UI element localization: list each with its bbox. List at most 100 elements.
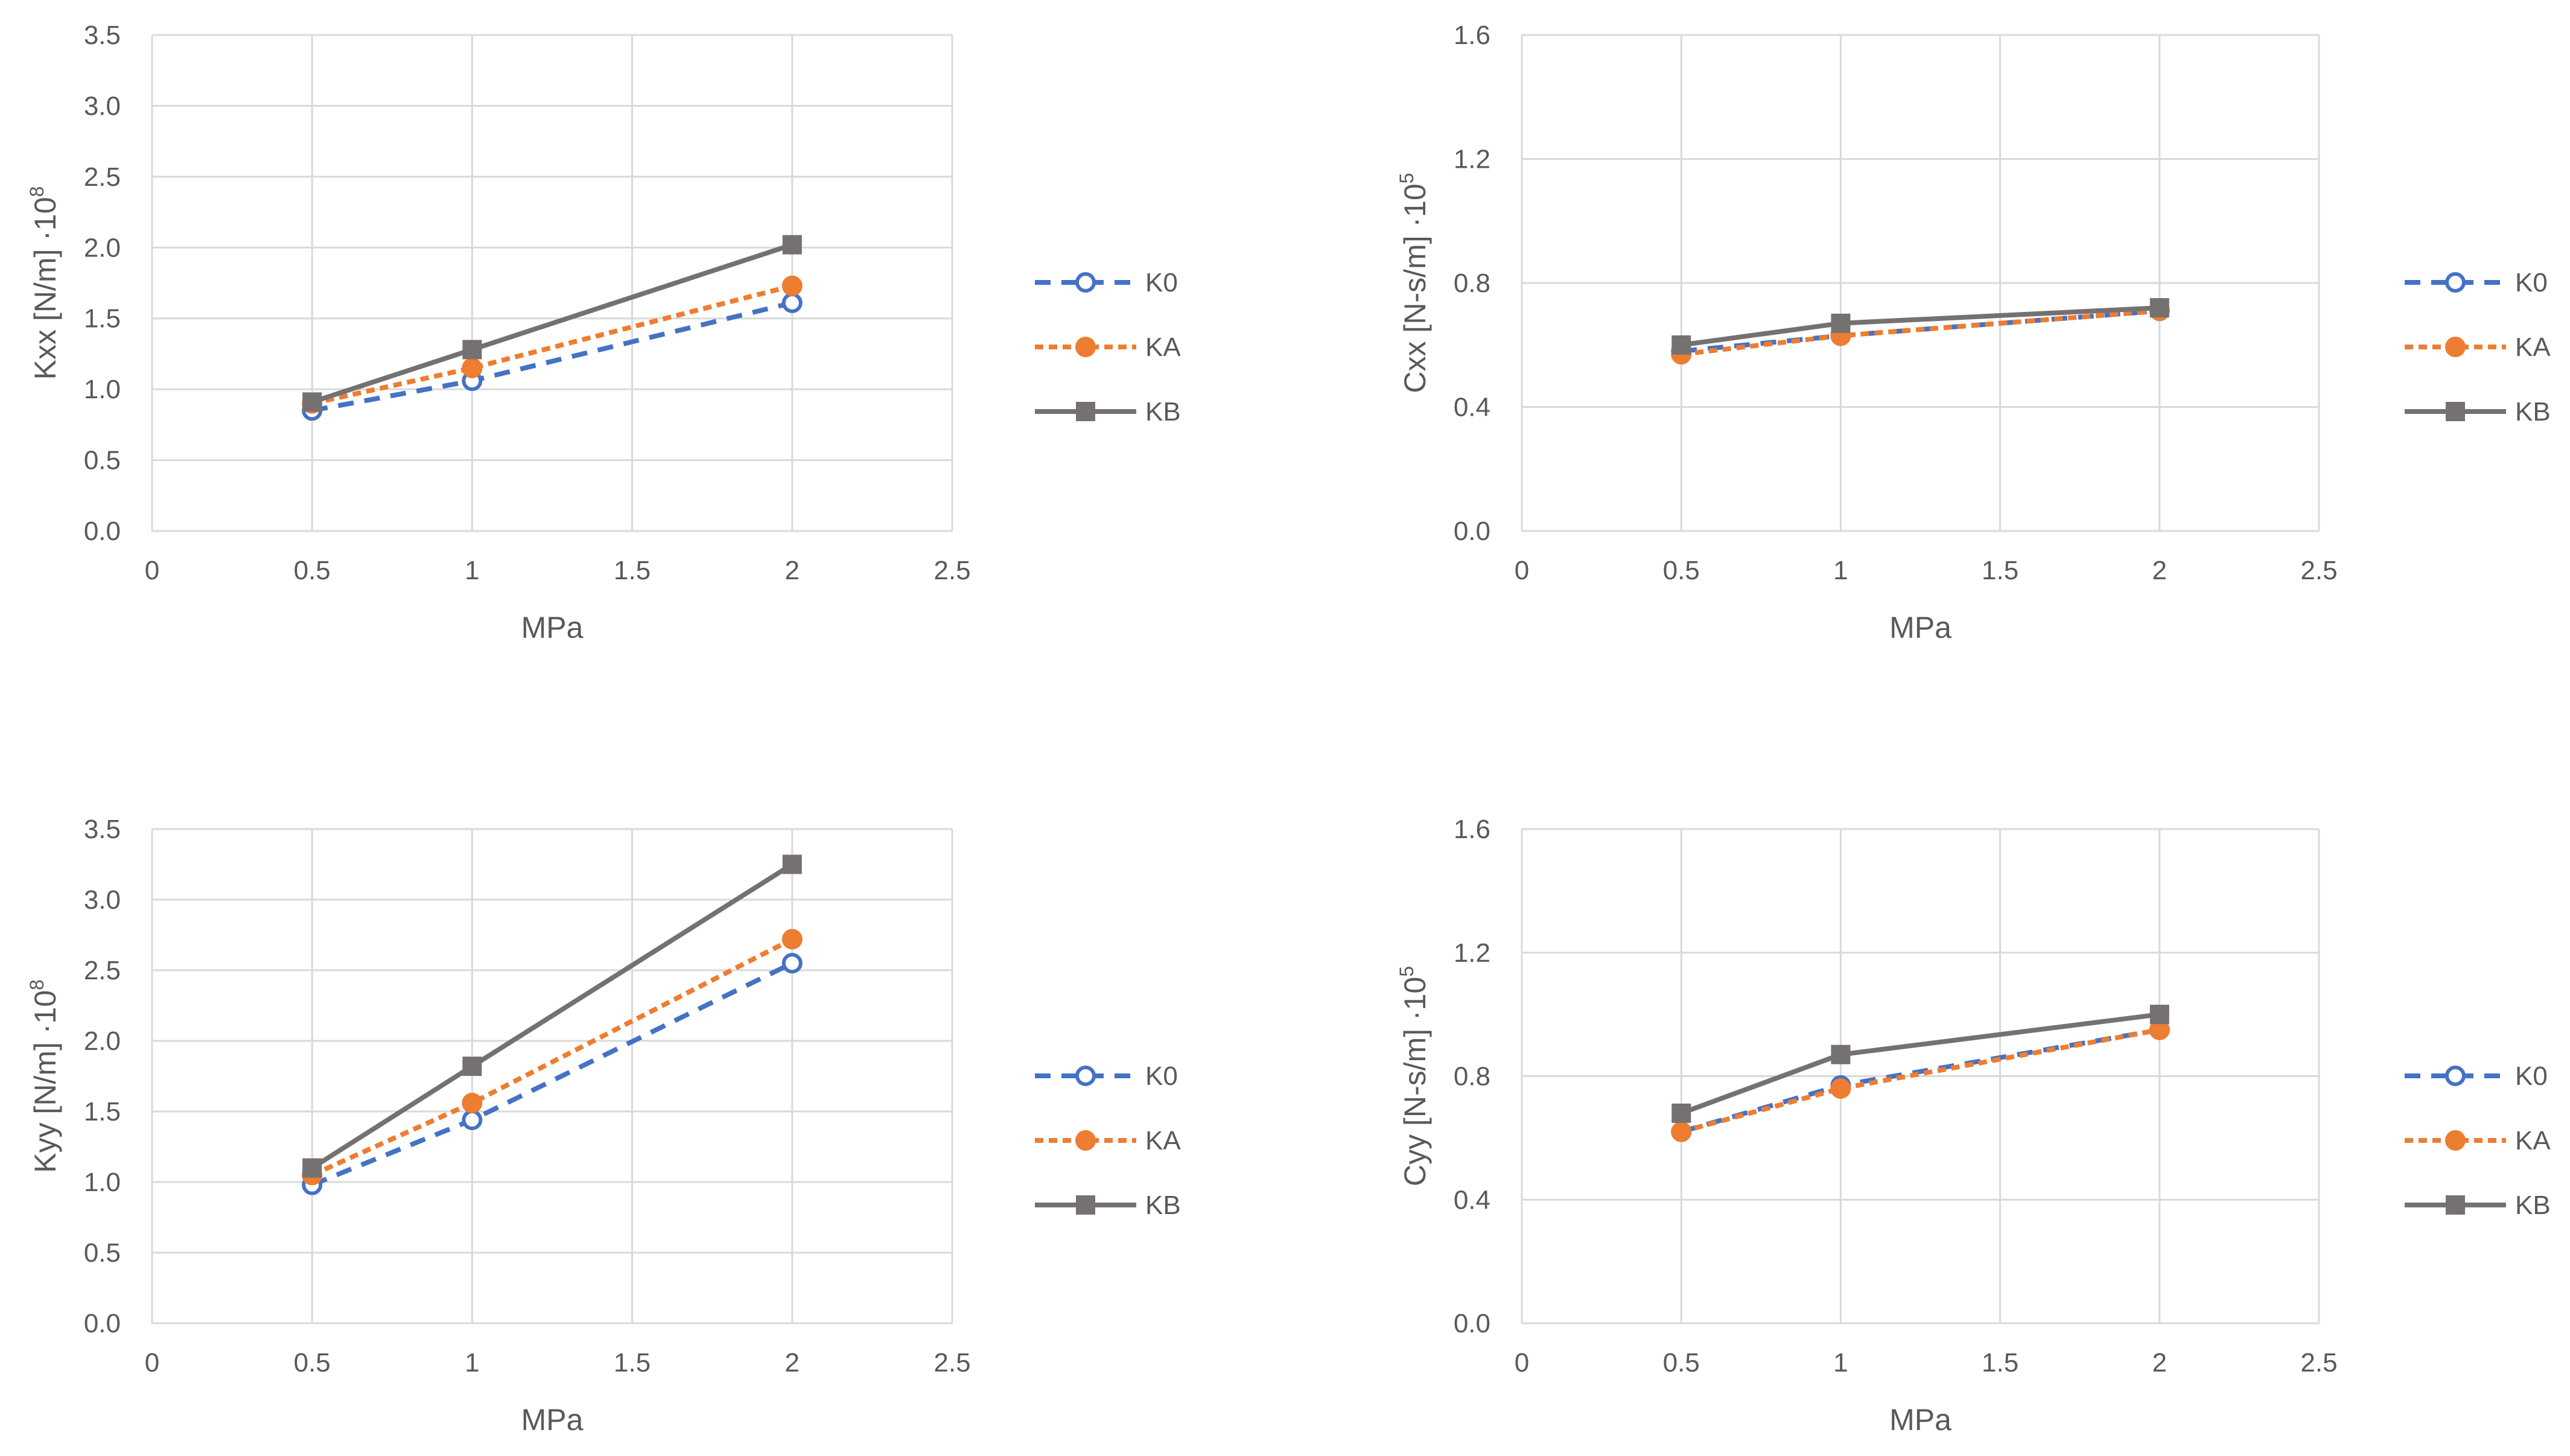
legend-label-ka: KA (2515, 332, 2551, 362)
legend-marker-k0 (1075, 272, 1096, 293)
series-line-kb (1680, 1012, 2160, 1116)
legend-label-k0: K0 (2515, 1061, 2548, 1091)
y-tick-label: 1.0 (84, 375, 121, 404)
data-point-ka (1671, 1121, 1692, 1142)
series-line-ka (311, 936, 794, 1177)
x-tick-label: 0.5 (1663, 1348, 1700, 1378)
data-point-ka (462, 357, 483, 378)
legend-marker-kb (2446, 402, 2465, 421)
legend-label-kb: KB (2515, 397, 2551, 427)
y-tick-label: 2.0 (84, 233, 121, 262)
y-tick-label: 0.4 (1454, 393, 1490, 422)
data-point-kb (1671, 335, 1691, 355)
y-tick-label: 1.5 (84, 1097, 121, 1127)
y-tick-label: 0.0 (1454, 1309, 1490, 1338)
x-tick-label: 2.5 (934, 1348, 970, 1378)
legend-label-ka: KA (1145, 1126, 1181, 1156)
legend-label-ka: KA (2515, 1126, 2551, 1156)
legend: K0 KA KB (1035, 268, 1181, 427)
data-point-kb (782, 235, 802, 255)
legend-label-ka: KA (1145, 332, 1181, 362)
y-tick-label: 2.5 (84, 956, 121, 985)
x-tick-label: 0 (1515, 556, 1529, 585)
series-line-k0 (311, 961, 794, 1187)
data-point-k0 (462, 1110, 483, 1131)
data-point-ka (781, 275, 803, 296)
legend-label-kb: KB (1145, 397, 1181, 427)
legend-marker-ka (2445, 337, 2466, 357)
x-tick-label: 0.5 (294, 1348, 331, 1378)
chart-kyy: 0.0 0.5 1.0 1.5 2.0 2.5 3.0 3.5 0 0.5 1 1.5 2 2.5 MPa K… (26, 815, 1181, 1437)
series-line-kb (1681, 305, 2160, 348)
y-tick-label: 0.0 (84, 1309, 121, 1338)
legend-label-k0: K0 (1145, 1061, 1178, 1091)
legend-marker-ka (2445, 1130, 2466, 1151)
y-tick-label: 0.5 (84, 446, 121, 475)
x-tick-label: 1.5 (1982, 1348, 2018, 1378)
legend: K0 KA KB (2405, 1061, 2551, 1220)
y-axis-title: Cyy [N-s/m] ·105 (1396, 966, 1432, 1186)
y-tick-label: 3.5 (84, 815, 121, 844)
y-tick-label: 0.4 (1454, 1185, 1490, 1215)
legend-marker-kb (2446, 1195, 2465, 1215)
x-tick-label: 2.5 (2300, 556, 2337, 585)
legend-marker-ka (1075, 1130, 1096, 1151)
legend-marker-k0 (2445, 272, 2466, 293)
x-tick-label: 0 (1515, 1348, 1529, 1378)
y-tick-label: 2.5 (84, 162, 121, 192)
data-point-kb (1831, 313, 1851, 333)
y-tick-label: 0.8 (1454, 1062, 1490, 1092)
legend-marker-k0 (2445, 1066, 2466, 1086)
legend-label-kb: KB (2515, 1191, 2551, 1220)
y-tick-label: 0.0 (84, 517, 121, 546)
y-axis-title: Cxx [N-s/m] ·105 (1396, 173, 1432, 393)
y-tick-label: 3.5 (84, 21, 121, 50)
y-tick-label: 1.2 (1454, 938, 1490, 968)
data-point-ka (1830, 1078, 1851, 1099)
x-tick-label: 2.5 (2300, 1348, 2337, 1378)
y-tick-label: 0.8 (1454, 269, 1490, 298)
x-tick-label: 0.5 (294, 556, 331, 585)
chart-kxx: 0.0 0.5 1.0 1.5 2.0 2.5 3.0 3.5 0 0.5 1 1.5 2 2.5 MPa K… (26, 21, 1181, 644)
x-tick-label: 1.5 (1982, 556, 2018, 585)
x-tick-label: 1 (1833, 1348, 1848, 1378)
x-tick-label: 0 (145, 556, 159, 585)
x-tick-label: 0 (145, 1348, 159, 1378)
data-point-kb (782, 854, 802, 874)
y-axis-title: Kyy [N/m] ·108 (26, 979, 62, 1173)
data-point-kb (302, 1158, 322, 1178)
x-tick-label: 2 (785, 556, 800, 585)
data-point-kb (2149, 1005, 2169, 1025)
x-axis-title: MPa (1889, 1403, 1951, 1437)
y-tick-label: 1.2 (1454, 145, 1490, 174)
y-tick-label: 1.6 (1454, 21, 1490, 50)
chart-cxx: 0.0 0.4 0.8 1.2 1.6 0 0.5 1 1.5 2 2.5 MPa Cxx [N-s/m… (1396, 21, 2551, 644)
data-point-k0 (781, 953, 803, 974)
y-tick-label: 1.5 (84, 304, 121, 334)
legend-label-k0: K0 (2515, 268, 2548, 297)
series-line-kb (311, 242, 794, 405)
y-tick-label: 0.0 (1454, 517, 1490, 546)
data-point-kb (2149, 298, 2169, 318)
x-tick-label: 2 (2152, 1348, 2167, 1378)
legend-label-kb: KB (1145, 1191, 1181, 1220)
x-tick-label: 2.5 (934, 556, 970, 585)
x-axis-title: MPa (521, 611, 584, 644)
data-point-ka (462, 1092, 483, 1113)
x-axis-title: MPa (1889, 611, 1951, 644)
series-line-ka (1681, 1027, 2160, 1134)
y-tick-label: 2.0 (84, 1026, 121, 1056)
y-tick-label: 1.0 (84, 1168, 121, 1197)
legend: K0 KA KB (1035, 1061, 1181, 1220)
x-tick-label: 1 (465, 556, 479, 585)
y-tick-label: 3.0 (84, 91, 121, 121)
x-tick-label: 2 (785, 1348, 800, 1378)
data-point-k0 (781, 292, 803, 313)
data-point-ka (781, 929, 803, 950)
y-axis-title: Kxx [N/m] ·108 (26, 186, 62, 380)
x-tick-label: 1.5 (614, 1348, 650, 1378)
data-point-kb (302, 392, 322, 412)
legend-marker-kb (1076, 402, 1095, 421)
legend-marker-ka (1075, 337, 1096, 357)
